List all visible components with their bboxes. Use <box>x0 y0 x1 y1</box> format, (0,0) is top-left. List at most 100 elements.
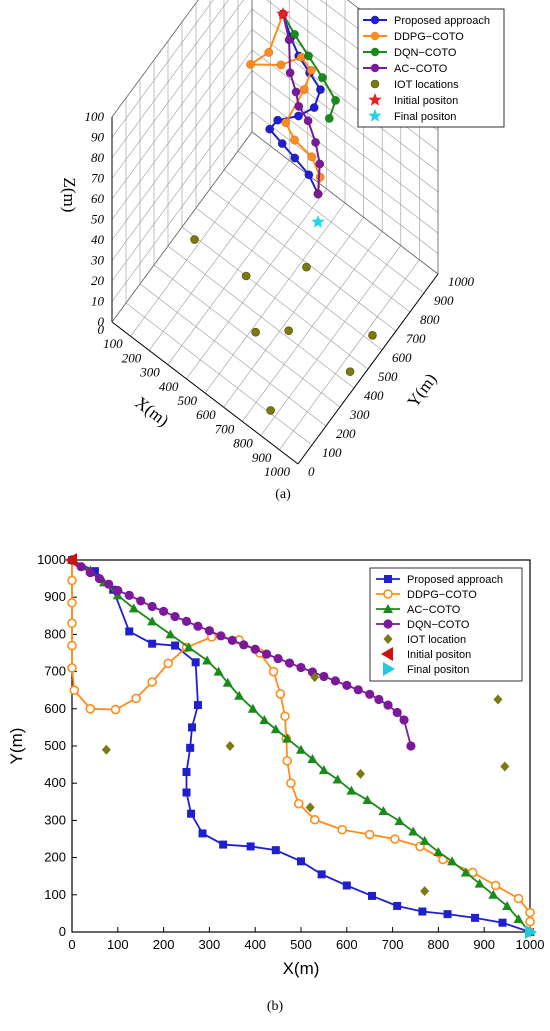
trajectory-point <box>324 113 334 123</box>
floor-grid-line <box>241 231 383 422</box>
z-tick-label: 90 <box>91 130 105 145</box>
data-point <box>262 649 272 659</box>
legend-marker <box>383 662 395 676</box>
x-tick-label: 0 <box>98 322 105 337</box>
data-point <box>213 666 224 676</box>
data-point <box>467 867 478 878</box>
data-point <box>181 616 192 626</box>
trajectory-point <box>306 65 316 75</box>
legend-marker <box>370 31 380 41</box>
data-point <box>342 881 351 890</box>
x-axis-label: X(m) <box>283 959 320 978</box>
data-point <box>234 690 245 700</box>
data-point <box>85 568 95 578</box>
data-point <box>280 711 290 722</box>
x-tick-label: 800 <box>428 937 450 952</box>
trajectory-point <box>313 189 323 199</box>
data-point <box>222 677 233 687</box>
data-point <box>392 707 402 718</box>
y-tick-label: 1000 <box>37 552 66 567</box>
series3d-5 <box>276 7 290 20</box>
y-tick-label: 800 <box>420 312 440 327</box>
y-axis-label: Y(m) <box>403 370 440 411</box>
z-tick-label: 80 <box>91 150 105 165</box>
wall-grid-line <box>111 0 244 179</box>
panel-label: (b) <box>267 999 284 1014</box>
y-tick-label: 300 <box>349 407 370 422</box>
data-point <box>225 741 235 751</box>
data-point <box>502 900 513 910</box>
floor-grid-line <box>181 226 369 370</box>
data-point <box>124 590 134 600</box>
data-point <box>104 579 114 589</box>
z-tick-label: 20 <box>91 273 105 288</box>
legend-label: Proposed approach <box>407 574 503 586</box>
position-star <box>311 215 325 228</box>
z-tick-label: 60 <box>91 191 105 206</box>
series-4 <box>101 672 510 897</box>
data-point <box>418 907 427 916</box>
iot-point <box>251 327 260 337</box>
data-point <box>319 671 329 682</box>
trajectory-point <box>281 118 291 128</box>
y-tick-label: 400 <box>364 388 384 403</box>
data-point <box>474 878 485 888</box>
data-point <box>286 778 296 789</box>
floor-grid-line <box>223 217 364 408</box>
legend-marker <box>370 15 380 25</box>
x-tick-label: 900 <box>473 937 495 952</box>
data-point <box>498 918 507 927</box>
legend-label: DQN−COTO <box>394 47 457 59</box>
data-point <box>525 916 535 927</box>
series-line <box>71 559 531 933</box>
data-point <box>110 704 121 715</box>
trajectory-point <box>315 159 325 169</box>
data-point <box>318 765 329 775</box>
data-point <box>270 724 281 734</box>
x-tick-label: 700 <box>215 421 235 436</box>
x-tick-label: 800 <box>233 436 253 451</box>
y-tick-label: 600 <box>44 701 66 716</box>
data-point <box>147 616 158 626</box>
y-tick-label: 900 <box>434 293 454 308</box>
legend-label: Final positon <box>407 664 469 676</box>
trajectory-point <box>303 116 313 126</box>
data-point <box>393 901 402 910</box>
legend-label: Initial positon <box>407 649 471 661</box>
data-point <box>147 677 157 687</box>
legend-marker <box>384 575 392 583</box>
y-tick-label: 0 <box>59 924 66 939</box>
data-point <box>362 794 373 804</box>
data-point <box>305 802 315 813</box>
data-point <box>183 642 194 652</box>
data-point <box>159 606 169 616</box>
data-point <box>493 694 503 705</box>
wall-grid-line <box>251 29 439 172</box>
x-tick-label: 600 <box>196 407 216 422</box>
wall-grid-line <box>251 49 439 193</box>
series3d-4 <box>190 235 377 415</box>
floor-grid-line <box>195 207 383 351</box>
data-point <box>525 907 535 918</box>
data-point <box>170 611 180 622</box>
data-point <box>443 910 452 919</box>
x-tick-label: 200 <box>153 937 175 952</box>
data-point <box>447 856 458 866</box>
chart-2d: 0 100 200 300 400 500 600 700 800 900 1000 0 100 200 3… <box>7 552 544 1014</box>
data-point <box>367 891 376 900</box>
data-point <box>90 567 99 576</box>
trajectory-point <box>299 85 309 95</box>
data-point <box>239 640 249 650</box>
x-tick-label: 600 <box>336 937 358 952</box>
legend-marker <box>370 47 380 57</box>
trajectory-point <box>311 137 320 147</box>
data-point <box>216 631 226 641</box>
axis-x <box>111 321 299 465</box>
data-point <box>406 741 416 751</box>
data-point <box>101 744 111 755</box>
wall-grid-line <box>111 8 253 200</box>
y-tick-label: 600 <box>392 350 412 365</box>
trajectory-point <box>309 103 319 113</box>
trajectory-point <box>290 135 299 145</box>
